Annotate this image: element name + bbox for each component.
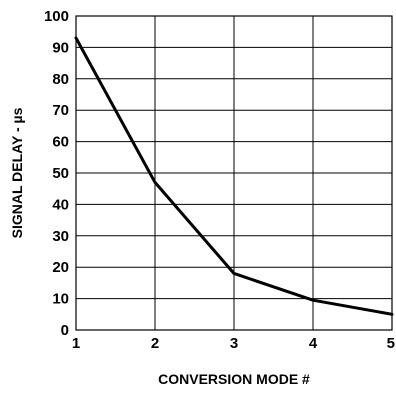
y-tick-label: 0 <box>61 322 69 339</box>
x-tick-label: 3 <box>230 335 238 352</box>
x-axis-label: CONVERSION MODE # <box>158 371 310 387</box>
y-tick-label: 40 <box>52 196 69 213</box>
x-tick-label: 2 <box>151 335 159 352</box>
y-tick-label: 70 <box>52 102 69 119</box>
x-tick-label: 5 <box>387 335 395 352</box>
y-tick-label: 100 <box>44 8 69 25</box>
x-tick-label: 4 <box>309 335 318 352</box>
y-tick-label: 60 <box>52 134 69 151</box>
y-tick-labels: 0 10 20 30 40 50 60 70 80 90 100 <box>44 8 69 339</box>
y-tick-label: 80 <box>52 71 69 88</box>
y-tick-label: 10 <box>52 291 69 308</box>
y-tick-label: 30 <box>52 228 69 245</box>
y-tick-label: 20 <box>52 259 69 276</box>
y-tick-label: 50 <box>52 165 69 182</box>
x-tick-label: 1 <box>72 335 80 352</box>
y-tick-label: 90 <box>52 39 69 56</box>
y-axis-label: SIGNAL DELAY - µs <box>9 107 25 238</box>
grid-lines <box>76 16 392 330</box>
x-tick-labels: 1 2 3 4 5 <box>72 335 395 352</box>
